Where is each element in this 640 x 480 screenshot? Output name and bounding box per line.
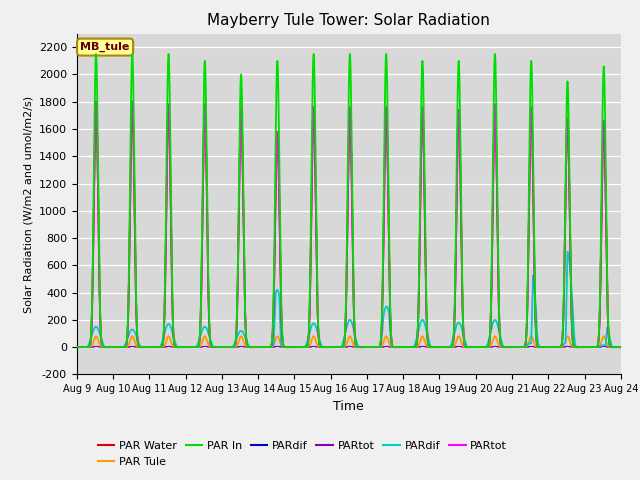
Legend: PAR Water, PAR Tule, PAR In, PARdif, PARtot, PARdif, PARtot: PAR Water, PAR Tule, PAR In, PARdif, PAR… — [93, 437, 511, 471]
Title: Mayberry Tule Tower: Solar Radiation: Mayberry Tule Tower: Solar Radiation — [207, 13, 490, 28]
X-axis label: Time: Time — [333, 400, 364, 413]
Text: MB_tule: MB_tule — [81, 42, 130, 52]
Y-axis label: Solar Radiation (W/m2 and umol/m2/s): Solar Radiation (W/m2 and umol/m2/s) — [23, 96, 33, 312]
